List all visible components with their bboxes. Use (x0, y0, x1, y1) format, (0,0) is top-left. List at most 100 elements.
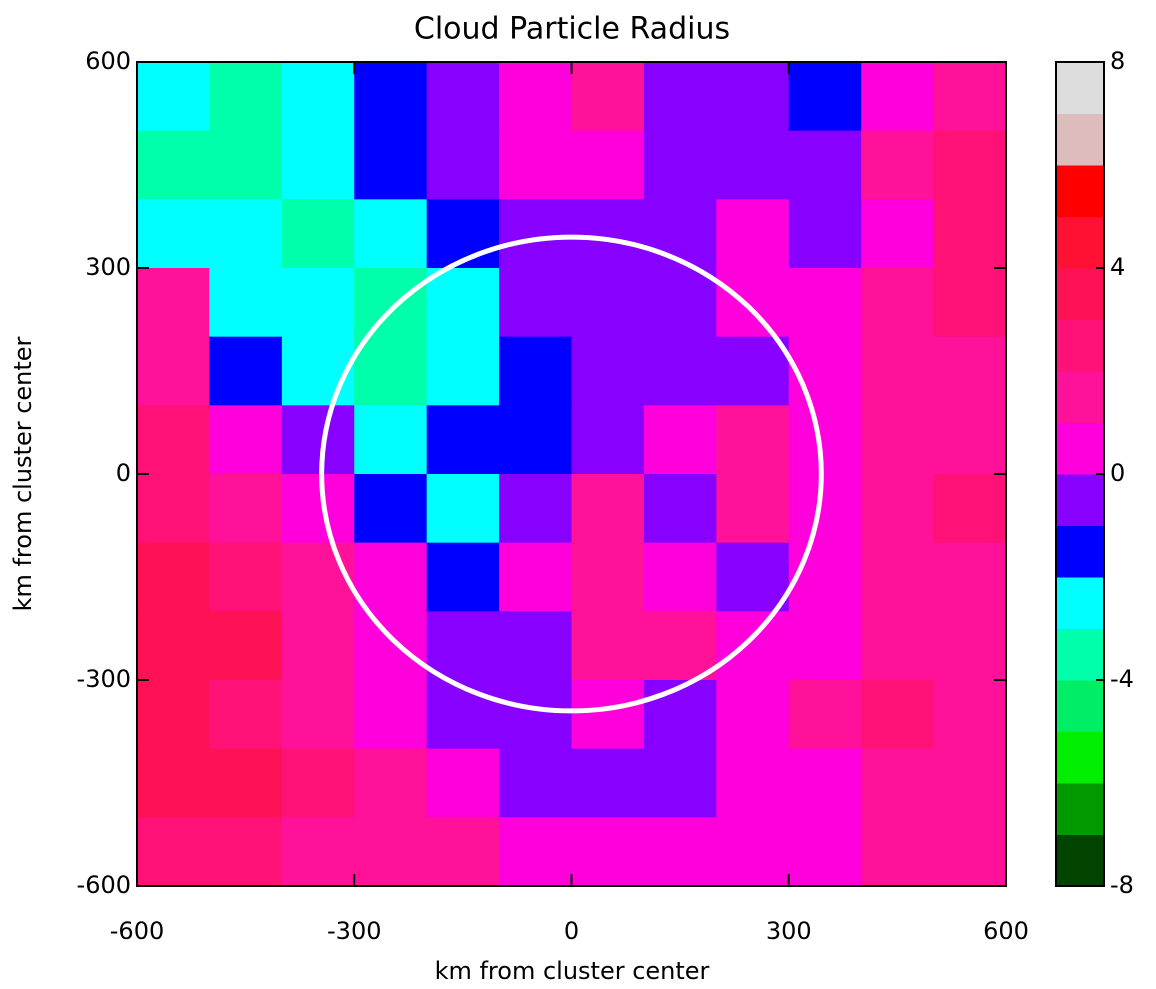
colorbar-band (1056, 731, 1104, 784)
heat-cell (354, 611, 428, 681)
heat-cell (281, 268, 355, 338)
heat-cell (354, 268, 428, 338)
heat-cell (209, 542, 283, 612)
colorbar-band (1056, 783, 1104, 835)
heat-cell (281, 748, 355, 818)
heat-cell (716, 62, 790, 132)
heat-cell (354, 817, 428, 887)
heat-cell (643, 474, 717, 544)
heat-cell (499, 130, 572, 200)
heat-cell (716, 474, 790, 544)
heat-cell (281, 680, 355, 750)
heat-cell (426, 130, 500, 200)
heat-cell (861, 268, 935, 338)
heat-cell (716, 130, 790, 200)
colorbar-band (1056, 319, 1104, 372)
heat-cell (354, 405, 428, 475)
heat-cell (281, 130, 355, 200)
heat-cell (571, 268, 645, 338)
heat-cell (281, 62, 355, 132)
heat-cell (861, 336, 935, 406)
colorbar-band (1056, 371, 1104, 423)
heat-cell (788, 62, 862, 132)
heat-cell (788, 405, 862, 475)
heat-cell (788, 199, 862, 269)
heat-cell (716, 199, 790, 269)
heat-cell (933, 336, 1007, 406)
colorbar-band (1056, 113, 1104, 166)
heat-cell (716, 268, 790, 338)
y-tick-label: -600 (77, 871, 131, 899)
heat-cell (354, 336, 428, 406)
colorbar-tick-label: 8 (1110, 47, 1125, 75)
heat-cell (643, 336, 717, 406)
heat-cell (499, 611, 572, 681)
heat-cell (788, 130, 862, 200)
heat-cell (788, 680, 862, 750)
heat-cell (209, 268, 283, 338)
heat-cell (643, 680, 717, 750)
heat-cell (788, 542, 862, 612)
x-tick-label: -300 (327, 917, 381, 945)
heat-cell (933, 611, 1007, 681)
heat-cell (788, 474, 862, 544)
heat-cell (137, 62, 210, 132)
heat-cell (643, 405, 717, 475)
colorbar-band (1056, 680, 1104, 732)
y-axis-label: km from cluster center (9, 336, 37, 611)
heat-cell (643, 542, 717, 612)
heat-cell (788, 268, 862, 338)
heat-cell (426, 199, 500, 269)
heat-cell (788, 748, 862, 818)
heat-cell (571, 611, 645, 681)
colorbar-band (1056, 474, 1104, 526)
heat-cell (354, 474, 428, 544)
heat-cell (426, 474, 500, 544)
heat-cell (933, 405, 1007, 475)
heat-cell (933, 62, 1007, 132)
heat-cell (426, 817, 500, 887)
heat-cell (499, 199, 572, 269)
heat-cell (426, 542, 500, 612)
heat-cell (209, 62, 283, 132)
heat-cell (137, 268, 210, 338)
heat-cell (643, 817, 717, 887)
heat-cell (209, 130, 283, 200)
heat-cell (933, 130, 1007, 200)
heat-cell (354, 199, 428, 269)
colorbar-tick-label: -4 (1110, 665, 1134, 693)
heat-cell (499, 748, 572, 818)
heat-cell (209, 748, 283, 818)
y-tick-label: 0 (116, 459, 131, 487)
heat-cell (137, 199, 210, 269)
heat-cell (933, 542, 1007, 612)
heat-cell (354, 130, 428, 200)
heat-cell (571, 817, 645, 887)
heat-cell (281, 336, 355, 406)
heat-cell (716, 611, 790, 681)
heat-cell (571, 748, 645, 818)
heat-cell (426, 405, 500, 475)
heat-cell (499, 542, 572, 612)
heat-cell (861, 199, 935, 269)
heat-cell (499, 62, 572, 132)
heat-cell (354, 680, 428, 750)
heat-cell (861, 405, 935, 475)
heat-cell (861, 817, 935, 887)
heat-cell (137, 542, 210, 612)
heat-cell (209, 199, 283, 269)
heat-cell (209, 611, 283, 681)
heat-cell (137, 405, 210, 475)
heat-cell (209, 680, 283, 750)
x-tick-label: 600 (983, 917, 1029, 945)
heat-cell (137, 611, 210, 681)
heat-cell (643, 130, 717, 200)
heat-cell (643, 62, 717, 132)
chart-title: Cloud Particle Radius (414, 12, 730, 47)
heat-cell (426, 62, 500, 132)
heat-cell (209, 336, 283, 406)
heat-cell (499, 817, 572, 887)
heat-cell (137, 748, 210, 818)
heat-cell (499, 680, 572, 750)
